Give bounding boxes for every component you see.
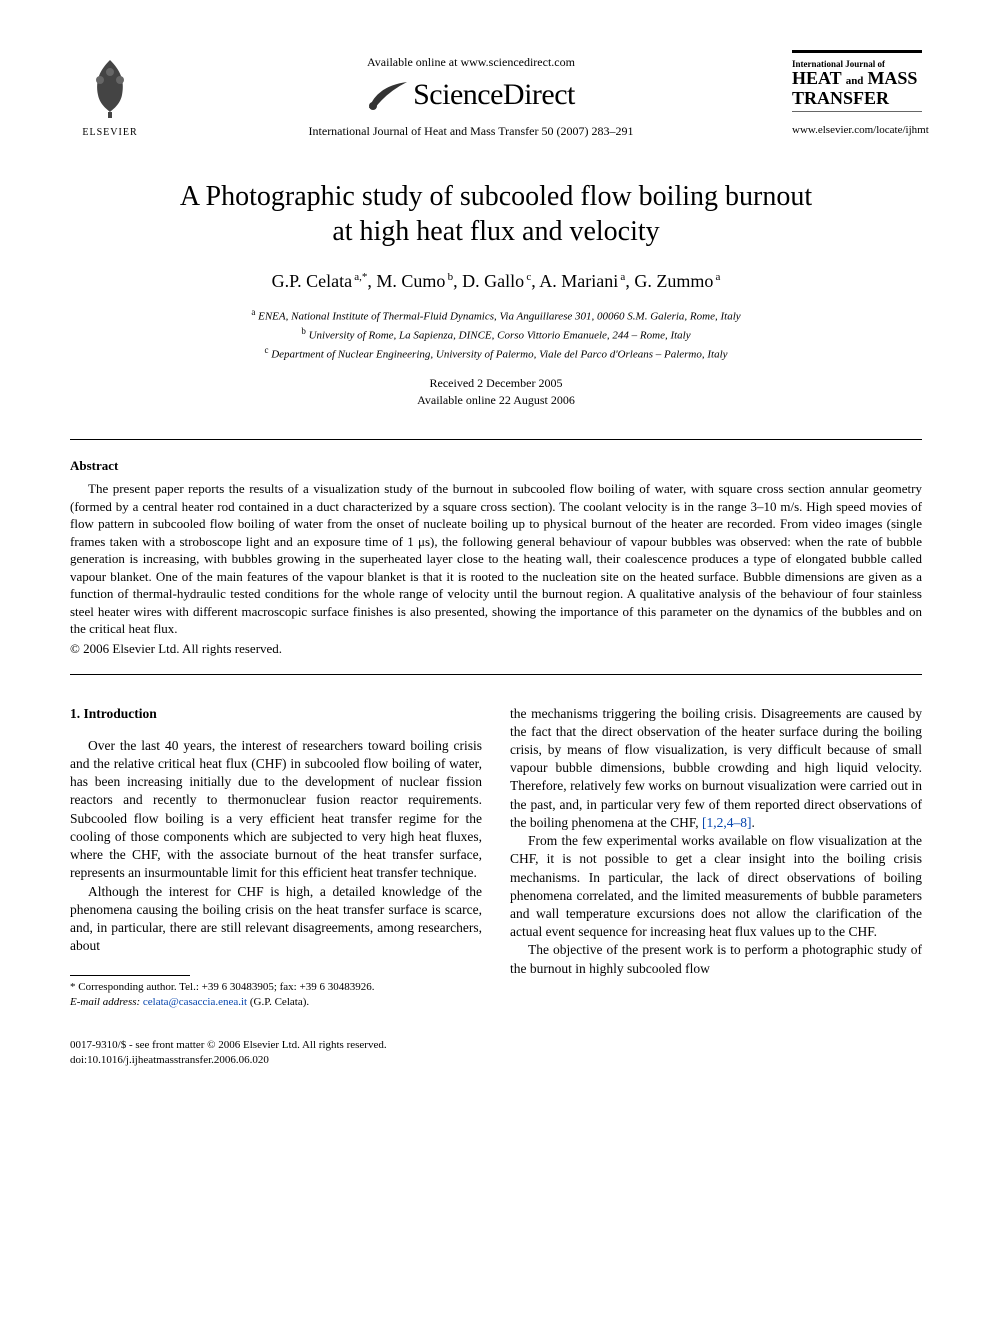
abstract-body: The present paper reports the results of… <box>70 480 922 657</box>
footnote-email-label: E-mail address: <box>70 996 140 1008</box>
journal-cover-block: International Journal of HEAT and MASS T… <box>792 50 922 136</box>
affiliation-b: b University of Rome, La Sapienza, DINCE… <box>70 325 922 344</box>
front-matter-line: 0017-9310/$ - see front matter © 2006 El… <box>70 1038 922 1053</box>
affiliation-a: a ENEA, National Institute of Thermal-Fl… <box>70 306 922 325</box>
footnote-rule <box>70 975 190 976</box>
article-dates: Received 2 December 2005 Available onlin… <box>70 375 922 409</box>
footnote-corr: * Corresponding author. Tel.: +39 6 3048… <box>70 980 482 995</box>
section-1-heading: 1. Introduction <box>70 705 482 723</box>
right-column: the mechanisms triggering the boiling cr… <box>510 705 922 1011</box>
footnote-email[interactable]: celata@casaccia.enea.it <box>143 996 247 1008</box>
affil-c-text: Department of Nuclear Engineering, Unive… <box>271 349 727 361</box>
abstract-text: The present paper reports the results of… <box>70 480 922 638</box>
title-line-2: at high heat flux and velocity <box>332 216 659 247</box>
author-sup: c <box>524 271 531 283</box>
author-name: D. Gallo <box>462 271 524 291</box>
article-title: A Photographic study of subcooled flow b… <box>70 179 922 249</box>
center-header: Available online at www.sciencedirect.co… <box>150 50 792 139</box>
corresponding-footnote: * Corresponding author. Tel.: +39 6 3048… <box>70 980 482 1010</box>
received-date: Received 2 December 2005 <box>70 375 922 392</box>
journal-mass-label: MASS <box>867 68 917 88</box>
author-sup: b <box>445 271 453 283</box>
left-column: 1. Introduction Over the last 40 years, … <box>70 705 482 1011</box>
affil-b-text: University of Rome, La Sapienza, DINCE, … <box>309 330 691 342</box>
publisher-logo-block: ELSEVIER <box>70 50 150 138</box>
refs-link[interactable]: [1,2,4–8] <box>702 815 752 830</box>
author-name: G.P. Celata <box>272 271 353 291</box>
header-row: ELSEVIER Available online at www.science… <box>70 50 922 139</box>
affiliation-c: c Department of Nuclear Engineering, Uni… <box>70 344 922 363</box>
author-sup: a,* <box>352 271 367 283</box>
divider-top <box>70 439 922 440</box>
sciencedirect-logo: ScienceDirect <box>150 78 792 112</box>
author-sup: a <box>713 271 720 283</box>
journal-citation: International Journal of Heat and Mass T… <box>150 124 792 139</box>
intro-p3-b: . <box>752 815 755 830</box>
doi-line: doi:10.1016/j.ijheatmasstransfer.2006.06… <box>70 1053 922 1068</box>
author-name: A. Mariani <box>539 271 618 291</box>
paper-page: ELSEVIER Available online at www.science… <box>0 0 992 1118</box>
bottom-meta: 0017-9310/$ - see front matter © 2006 El… <box>70 1038 922 1068</box>
journal-and-label: and <box>846 75 864 87</box>
journal-cover-box: International Journal of HEAT and MASS T… <box>792 50 922 112</box>
abstract-copyright: © 2006 Elsevier Ltd. All rights reserved… <box>70 640 922 658</box>
intro-p5: The objective of the present work is to … <box>510 941 922 977</box>
abstract-label: Abstract <box>70 458 922 474</box>
footnote-email-paren: (G.P. Celata). <box>250 996 309 1008</box>
affil-a-text: ENEA, National Institute of Thermal-Flui… <box>258 311 741 323</box>
footnote-corr-text: Corresponding author. Tel.: +39 6 304839… <box>78 981 374 993</box>
body-columns: 1. Introduction Over the last 40 years, … <box>70 705 922 1011</box>
divider-bottom <box>70 674 922 675</box>
available-online-text: Available online at www.sciencedirect.co… <box>150 55 792 70</box>
title-line-1: A Photographic study of subcooled flow b… <box>180 181 812 212</box>
journal-transfer-label: TRANSFER <box>792 89 922 107</box>
author-name: G. Zummo <box>634 271 713 291</box>
elsevier-tree-icon <box>80 50 140 120</box>
elsevier-label: ELSEVIER <box>70 127 150 138</box>
intro-p4: From the few experimental works availabl… <box>510 832 922 941</box>
journal-heat-label: HEAT <box>792 68 842 88</box>
authors-line: G.P. Celata a,*, M. Cumo b, D. Gallo c, … <box>70 271 922 292</box>
affiliations: a ENEA, National Institute of Thermal-Fl… <box>70 306 922 363</box>
intro-p1: Over the last 40 years, the interest of … <box>70 737 482 883</box>
sciencedirect-swoosh-icon <box>367 78 409 112</box>
intro-p3: the mechanisms triggering the boiling cr… <box>510 705 922 833</box>
intro-p3-a: the mechanisms triggering the boiling cr… <box>510 706 922 830</box>
footnote-email-line: E-mail address: celata@casaccia.enea.it … <box>70 995 482 1010</box>
online-date: Available online 22 August 2006 <box>70 392 922 409</box>
sciencedirect-text: ScienceDirect <box>413 78 575 111</box>
author-sup: a <box>618 271 625 283</box>
journal-url: www.elsevier.com/locate/ijhmt <box>792 124 922 136</box>
intro-p2: Although the interest for CHF is high, a… <box>70 883 482 956</box>
author-name: M. Cumo <box>376 271 445 291</box>
